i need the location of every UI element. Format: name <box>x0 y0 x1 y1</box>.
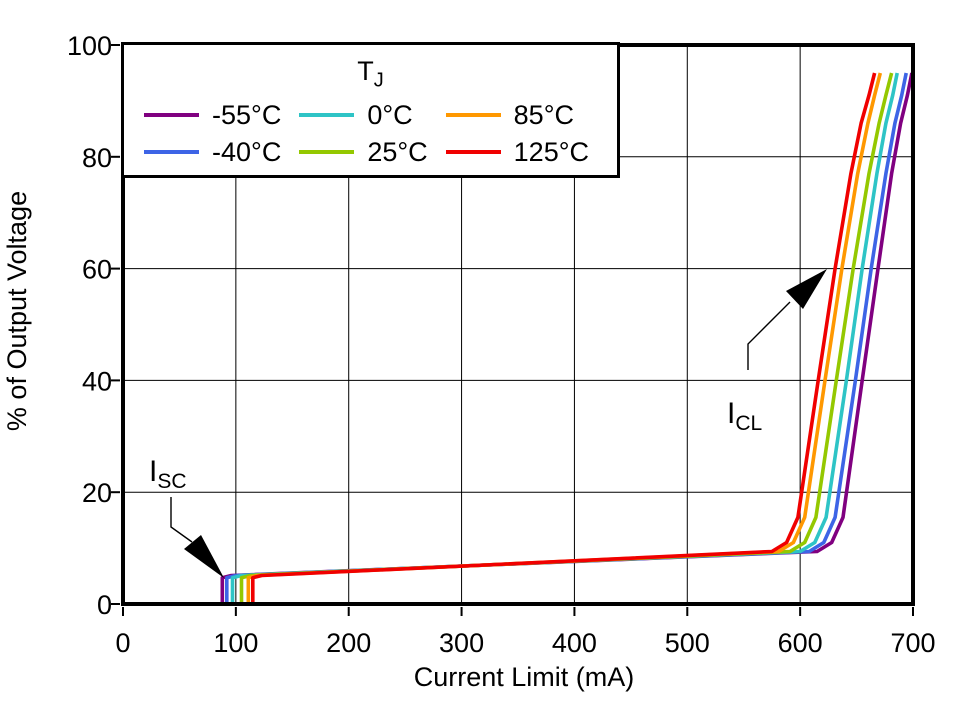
legend-entries: -55°C -40°C 0°C 25°C 85°C 125°C <box>124 98 589 169</box>
legend-swatch <box>445 150 501 155</box>
icl-arrow-line <box>747 301 791 370</box>
legend: TJ -55°C -40°C 0°C 25°C 85°C 125°C <box>121 42 620 178</box>
legend-entry: -40°C <box>144 137 281 168</box>
isc-annotation: ISC <box>149 455 224 578</box>
isc-label: ISC <box>149 455 187 493</box>
legend-label: -40°C <box>212 136 282 167</box>
x-tick-label: 400 <box>552 628 597 658</box>
isc-arrow-line <box>170 497 193 543</box>
y-tick-label: 80 <box>82 143 112 173</box>
legend-entry: 125°C <box>445 136 590 168</box>
icl-arrowhead-icon <box>786 269 827 309</box>
y-tick-label: 20 <box>82 478 112 508</box>
legend-swatch <box>144 150 199 155</box>
data-curves <box>220 72 914 604</box>
y-tick-label: 100 <box>67 31 112 61</box>
curve-125C <box>251 72 877 604</box>
y-tick-label: 60 <box>82 255 112 285</box>
icl-label: ICL <box>727 397 762 435</box>
isc-arrowhead-icon <box>184 535 224 578</box>
legend-entry: 0°C <box>299 100 427 131</box>
legend-entry: 85°C <box>445 99 589 131</box>
x-tick-label: 300 <box>439 628 484 658</box>
legend-swatch <box>299 113 355 118</box>
legend-swatch <box>445 113 501 118</box>
y-tick-label: 40 <box>82 366 112 396</box>
x-tick-label: 600 <box>778 628 823 658</box>
y-axis-title: % of Output Voltage <box>2 191 32 431</box>
legend-entry: -55°C <box>144 100 281 131</box>
x-tick-labels: 0 100 200 300 400 500 600 700 <box>115 628 935 658</box>
y-tick-label: 0 <box>97 590 112 620</box>
legend-label: 0°C <box>367 99 413 130</box>
x-tick-label: 700 <box>890 628 935 658</box>
x-tick-label: 500 <box>665 628 710 658</box>
legend-entry: 25°C <box>299 136 428 168</box>
icl-annotation: ICL <box>727 269 827 435</box>
x-tick-label: 200 <box>326 628 371 658</box>
x-tick-label: 100 <box>213 628 258 658</box>
legend-label: 85°C <box>513 99 574 130</box>
legend-swatch <box>144 113 199 118</box>
y-tick-labels: 0 20 40 60 80 100 <box>67 31 112 620</box>
curve-0C <box>230 72 899 604</box>
legend-swatch <box>299 150 355 155</box>
x-axis-title: Current Limit (mA) <box>414 662 635 692</box>
x-tick-label: 0 <box>115 628 130 658</box>
legend-label: -55°C <box>212 99 282 130</box>
axis-ticks <box>111 44 914 616</box>
legend-label: 125°C <box>513 136 590 167</box>
legend-title: TJ <box>357 56 384 92</box>
legend-label: 25°C <box>367 136 428 167</box>
